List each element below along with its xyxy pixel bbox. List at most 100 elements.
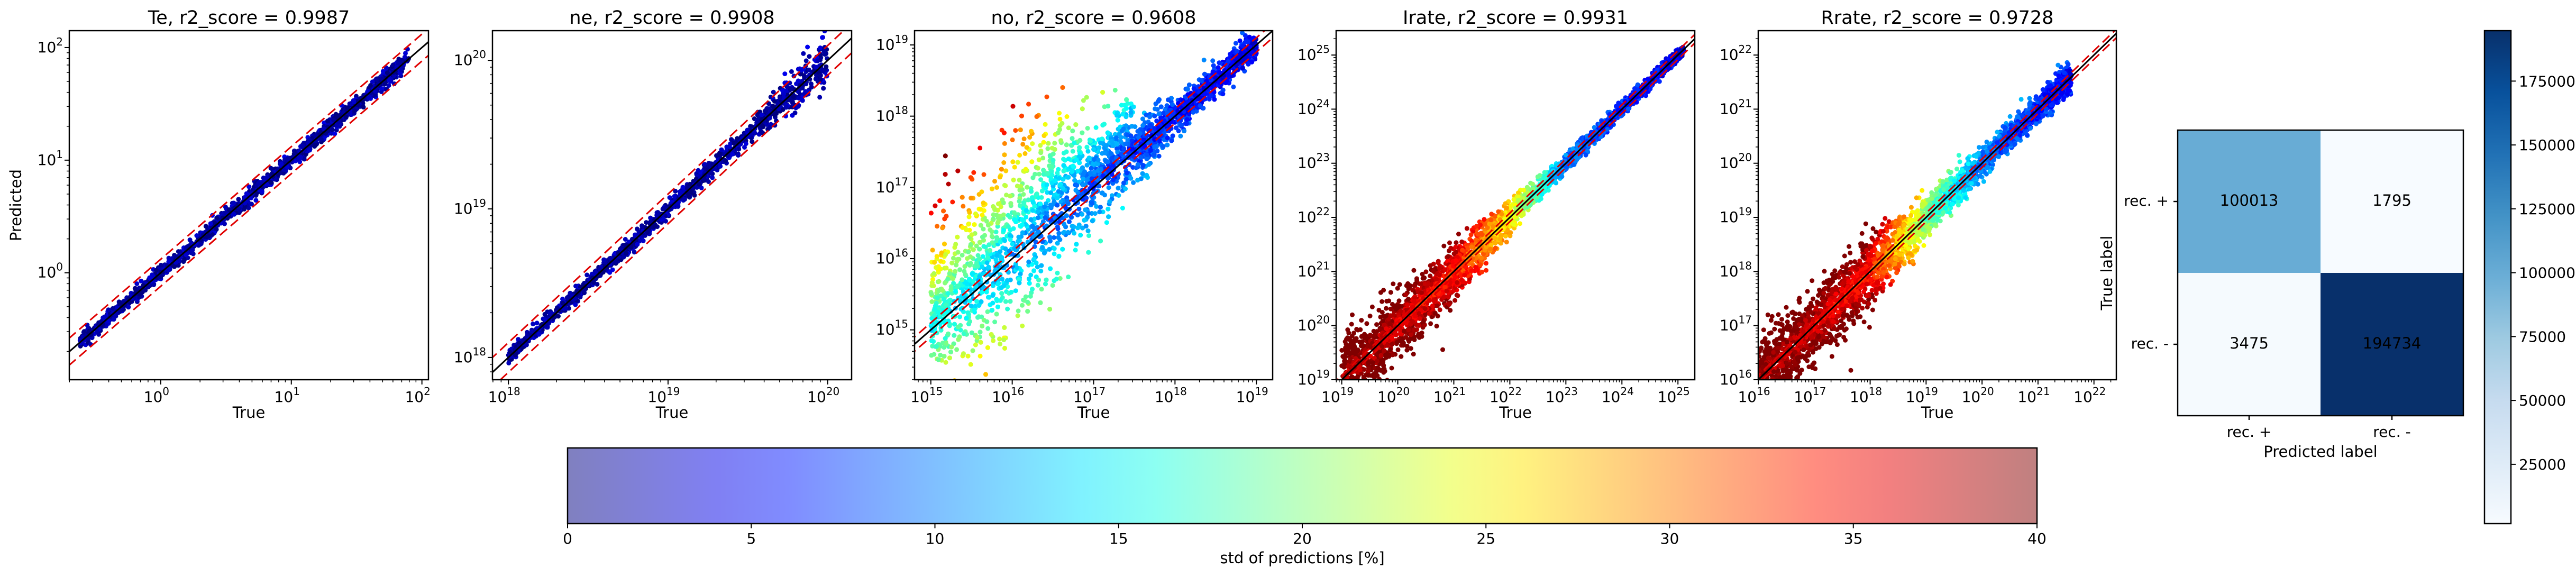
data-point xyxy=(370,79,375,85)
data-point xyxy=(555,306,560,311)
data-point xyxy=(87,328,92,334)
data-point xyxy=(1010,137,1015,142)
data-point xyxy=(818,45,823,50)
x-tick-exponent: 0 xyxy=(162,385,169,398)
data-point xyxy=(732,141,736,146)
data-point xyxy=(543,317,548,323)
data-point xyxy=(106,307,111,313)
data-point xyxy=(1017,199,1022,204)
data-point xyxy=(332,131,337,136)
data-point xyxy=(995,281,1000,287)
data-point xyxy=(1023,294,1028,299)
data-point xyxy=(513,352,518,358)
data-point xyxy=(824,64,829,69)
data-point xyxy=(1002,141,1007,146)
data-point xyxy=(944,387,949,391)
data-point xyxy=(1058,138,1064,143)
data-point xyxy=(1037,171,1042,177)
data-point xyxy=(506,360,511,365)
data-point xyxy=(1040,155,1046,161)
data-point xyxy=(767,125,772,130)
data-point xyxy=(331,117,336,123)
data-point xyxy=(706,179,711,184)
data-point xyxy=(978,145,983,151)
data-point xyxy=(1038,269,1044,273)
data-point xyxy=(974,243,979,249)
data-point xyxy=(139,278,144,283)
lower-bound-line xyxy=(69,54,428,367)
data-point xyxy=(1085,126,1090,131)
data-point xyxy=(723,158,728,163)
data-point xyxy=(203,224,208,229)
x-tick-exponent: 1 xyxy=(293,385,300,398)
panel-1-title: Te, r2_score = 0.9987 xyxy=(148,7,350,29)
data-point xyxy=(946,181,951,187)
data-point xyxy=(1029,189,1034,194)
data-point xyxy=(752,130,757,135)
data-point xyxy=(1065,230,1071,235)
data-point xyxy=(345,105,350,111)
panel-2-minor-ticks xyxy=(490,67,821,382)
panel-1-ylabel: Predicted xyxy=(7,169,25,241)
data-point xyxy=(942,354,947,359)
data-point xyxy=(948,350,953,355)
data-point xyxy=(1024,214,1029,219)
identity-line xyxy=(492,36,852,374)
data-point xyxy=(981,244,986,249)
data-point xyxy=(206,233,212,239)
panel-1-plot-area xyxy=(69,31,428,367)
data-point xyxy=(231,200,236,206)
data-point xyxy=(648,215,653,221)
panel-3: 1015 1016 1017 1018 101910151016101710181019… xyxy=(876,7,1274,422)
data-point xyxy=(792,111,798,115)
data-point xyxy=(930,248,935,253)
data-point xyxy=(117,300,122,305)
data-point xyxy=(232,212,237,217)
data-point xyxy=(772,112,777,117)
data-point xyxy=(531,322,536,326)
x-tick-label: 1020 xyxy=(807,385,839,406)
data-point xyxy=(1056,167,1061,172)
data-point xyxy=(279,161,284,167)
data-point xyxy=(1178,133,1183,139)
x-tick-exponent: 2 xyxy=(424,385,431,398)
data-point xyxy=(984,218,989,224)
data-point xyxy=(745,127,750,133)
data-point xyxy=(398,67,404,72)
panel-1-xlabel: True xyxy=(232,404,266,422)
data-point xyxy=(1055,270,1060,276)
data-point xyxy=(1033,171,1038,177)
data-point xyxy=(936,279,942,284)
data-point xyxy=(1015,313,1020,318)
data-point xyxy=(736,153,741,158)
data-point xyxy=(817,95,823,100)
data-point xyxy=(1109,193,1115,198)
y-tick-exponent: 2 xyxy=(56,35,63,48)
data-point xyxy=(281,170,286,176)
data-point xyxy=(821,86,826,91)
data-point xyxy=(1028,217,1034,222)
data-point xyxy=(998,298,1003,303)
data-point xyxy=(214,215,220,221)
data-point xyxy=(1106,185,1111,190)
data-point xyxy=(1015,184,1020,189)
y-tick-label: 102 xyxy=(38,35,63,56)
data-point xyxy=(998,341,1003,346)
data-point xyxy=(673,188,678,194)
data-point xyxy=(1073,248,1078,253)
data-point xyxy=(1004,278,1010,283)
data-point xyxy=(560,301,565,306)
data-point xyxy=(132,286,138,291)
data-point xyxy=(1026,197,1031,203)
data-point xyxy=(628,245,634,250)
data-point xyxy=(968,175,973,180)
data-point xyxy=(352,99,357,105)
panel-3-points xyxy=(928,31,1259,391)
data-point xyxy=(382,81,388,86)
x-tick-label: 1019 xyxy=(647,385,680,406)
y-tick-exponent: 20 xyxy=(473,48,486,61)
data-point xyxy=(742,145,747,150)
data-point xyxy=(813,76,818,81)
data-point xyxy=(985,309,990,314)
data-point xyxy=(986,295,992,300)
